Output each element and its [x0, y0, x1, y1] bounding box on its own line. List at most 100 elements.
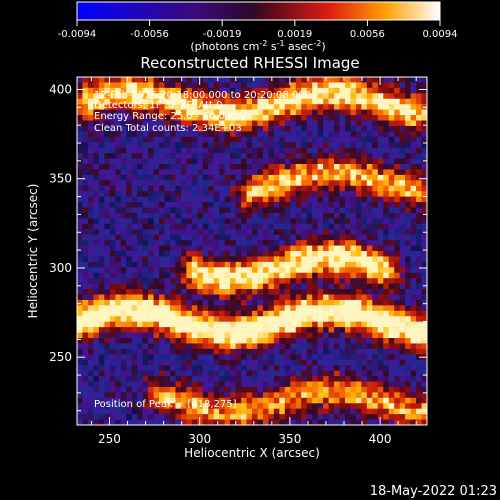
heatmap-cell — [115, 299, 122, 306]
heatmap-cell — [87, 104, 94, 110]
heatmap-cell — [416, 131, 422, 138]
heatmap-cell — [164, 376, 171, 382]
heatmap-cell — [301, 196, 307, 203]
heatmap-cell — [115, 251, 122, 257]
heatmap-cell — [169, 93, 176, 100]
heatmap-cell — [284, 338, 291, 344]
heatmap-cell — [323, 289, 329, 295]
heatmap-cell — [77, 87, 83, 94]
heatmap-cell — [361, 267, 368, 274]
heatmap-cell — [252, 196, 258, 203]
heatmap-cell — [377, 169, 384, 176]
heatmap-cell — [219, 419, 225, 426]
heatmap-cell — [284, 359, 291, 366]
heatmap-cell — [208, 234, 215, 241]
heatmap-cell — [104, 327, 111, 333]
heatmap-cell — [109, 299, 116, 306]
heatmap-cell — [355, 218, 362, 225]
heatmap-cell — [372, 348, 379, 355]
heatmap-cell — [104, 223, 111, 230]
heatmap-cell — [137, 191, 143, 197]
heatmap-cell — [148, 332, 154, 339]
heatmap-cell — [421, 408, 428, 415]
heatmap-cell — [219, 283, 225, 290]
heatmap-cell — [410, 397, 417, 404]
heatmap-cell — [246, 370, 253, 377]
heatmap-cell — [137, 414, 143, 420]
heatmap-cell — [98, 229, 105, 235]
heatmap-cell — [208, 327, 215, 333]
heatmap-cell — [109, 354, 116, 361]
heatmap-cell — [142, 386, 149, 393]
heatmap-cell — [339, 180, 346, 187]
heatmap-cell — [323, 218, 329, 225]
heatmap-cell — [208, 370, 215, 377]
heatmap-cell — [164, 153, 171, 159]
heatmap-cell — [202, 104, 209, 110]
heatmap-cell — [109, 223, 116, 230]
heatmap-cell — [361, 169, 368, 176]
heatmap-cell — [312, 310, 318, 317]
heatmap-cell — [164, 174, 171, 181]
heatmap-cell — [252, 343, 258, 350]
heatmap-cell — [186, 305, 193, 312]
heatmap-cell — [197, 147, 204, 154]
heatmap-cell — [284, 256, 291, 263]
heatmap-cell — [120, 153, 127, 159]
heatmap-cell — [306, 147, 313, 154]
heatmap-cell — [197, 87, 204, 94]
plot-frame — [76, 76, 428, 426]
heatmap-cell — [366, 207, 373, 214]
heatmap-cell — [175, 158, 182, 165]
heatmap-cell — [213, 403, 220, 409]
heatmap-cell — [224, 289, 231, 295]
heatmap-cell — [284, 223, 291, 230]
heatmap-cell — [405, 87, 411, 94]
heatmap-cell — [366, 185, 373, 192]
heatmap-cell — [126, 414, 132, 420]
heatmap-cell — [180, 397, 187, 404]
heatmap-cell — [153, 82, 160, 89]
heatmap-cell — [257, 180, 264, 187]
heatmap-cell — [323, 256, 329, 263]
heatmap-cell — [164, 185, 171, 192]
heatmap-cell — [361, 397, 368, 404]
heatmap-cell — [87, 82, 94, 89]
heatmap-cell — [87, 397, 94, 404]
heatmap-cell — [77, 272, 83, 279]
heatmap-cell — [120, 310, 127, 317]
heatmap-cell — [339, 332, 346, 339]
heatmap-cell — [241, 212, 247, 219]
heatmap-cell — [98, 142, 105, 148]
heatmap-cell — [290, 77, 297, 83]
heatmap-cell — [115, 305, 122, 312]
heatmap-cell — [87, 234, 94, 241]
heatmap-cell — [323, 272, 329, 279]
heatmap-cell — [312, 338, 318, 344]
heatmap-cell — [180, 278, 187, 284]
heatmap-cell — [290, 158, 297, 165]
heatmap-cell — [273, 207, 280, 214]
heatmap-cell — [224, 392, 231, 399]
heatmap-cell — [399, 229, 406, 235]
heatmap-cell — [257, 256, 264, 263]
heatmap-cell — [115, 354, 122, 361]
heatmap-cell — [180, 359, 187, 366]
heatmap-cell — [153, 327, 160, 333]
heatmap-cell — [273, 115, 280, 121]
heatmap-cell — [279, 327, 286, 333]
heatmap-cell — [344, 218, 351, 225]
heatmap-cell — [82, 104, 89, 110]
heatmap-cell — [153, 365, 160, 371]
heatmap-cell — [317, 202, 324, 208]
heatmap-cell — [317, 240, 324, 246]
heatmap-cell — [186, 256, 193, 263]
heatmap-cell — [262, 261, 269, 268]
heatmap-cell — [317, 191, 324, 197]
heatmap-cell — [350, 125, 357, 132]
heatmap-cell — [416, 376, 422, 382]
heatmap-cell — [202, 332, 209, 339]
heatmap-cell — [230, 338, 236, 344]
heatmap-cell — [312, 370, 318, 377]
heatmap-cell — [334, 283, 340, 290]
